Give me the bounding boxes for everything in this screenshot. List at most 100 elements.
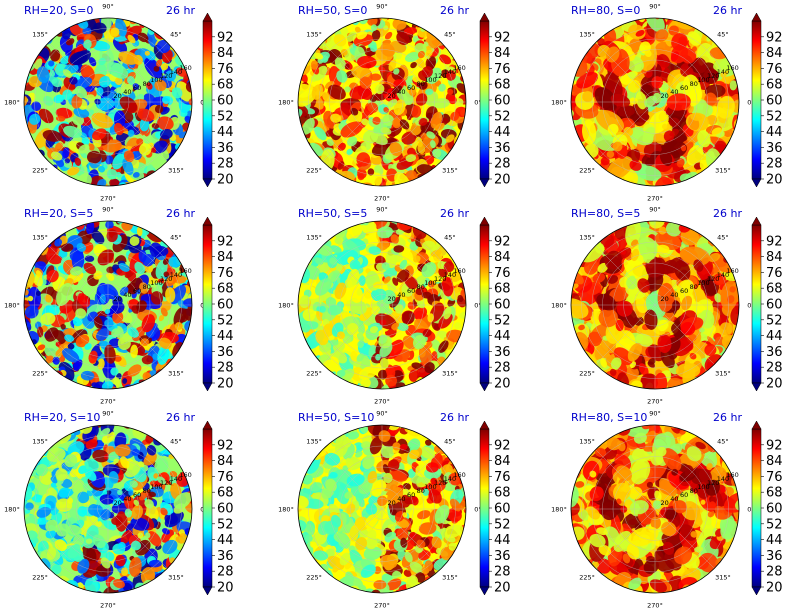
angle-tick-label: 180° xyxy=(551,506,567,514)
radius-tick-label: 80 xyxy=(417,283,425,291)
colorbar-tick-label: 76 xyxy=(494,470,511,485)
angle-tick-label: 135° xyxy=(579,438,595,446)
colorbar-tick-label: 76 xyxy=(217,266,234,281)
angle-tick-label: 135° xyxy=(32,438,48,446)
radius-tick-label: 80 xyxy=(143,487,151,495)
radius-tick-label: 60 xyxy=(680,287,688,295)
grid-spoke xyxy=(381,245,442,306)
angle-tick-label: 180° xyxy=(551,302,567,310)
grid-spoke xyxy=(381,508,442,569)
radius-tick-label: 100 xyxy=(697,76,709,84)
colorbar-tick-label: 44 xyxy=(217,533,234,548)
radius-tick-label: 120 xyxy=(434,72,446,80)
colorbar-tick-label: 36 xyxy=(217,141,234,156)
plot-boundary xyxy=(23,220,193,390)
angle-tick-label: 315° xyxy=(168,573,184,581)
radius-tick-label: 20 xyxy=(114,295,122,303)
angle-tick-label: 0° xyxy=(747,302,754,310)
grid-spoke xyxy=(322,449,383,510)
colorbar-tick-label: 36 xyxy=(766,141,783,156)
angle-tick-label: 90° xyxy=(376,3,388,11)
grid-spoke xyxy=(48,449,109,510)
colorbar-tick-label: 68 xyxy=(766,486,783,501)
angle-tick-label: 90° xyxy=(102,410,114,418)
colorbar-tick-label: 28 xyxy=(766,565,783,580)
colorbar-tick-label: 92 xyxy=(217,234,234,249)
radius-tick-label: 160 xyxy=(726,471,738,479)
angle-tick-label: 270° xyxy=(374,195,390,203)
colorbar-tick-label: 60 xyxy=(766,298,783,313)
radius-tick-label: 100 xyxy=(424,483,436,491)
angle-tick-label: 0° xyxy=(474,506,481,514)
angle-tick-label: 225° xyxy=(306,166,322,174)
grid-spoke xyxy=(595,245,656,306)
colorbar-tick-label: 92 xyxy=(766,30,783,45)
angle-tick-label: 45° xyxy=(717,234,729,242)
radius-tick-label: 140 xyxy=(170,271,182,279)
grid-spoke xyxy=(48,508,109,569)
colorbar-tick-label: 36 xyxy=(494,345,511,360)
radius-tick-label: 100 xyxy=(424,76,436,84)
radius-tick-label: 120 xyxy=(160,479,172,487)
colorbar-tick-label: 44 xyxy=(766,533,783,548)
colorbar-extend-bottom xyxy=(479,178,490,188)
colorbar-tick-label: 84 xyxy=(217,454,234,469)
colorbar-tick-label: 76 xyxy=(766,266,783,281)
colorbar-tick-label: 92 xyxy=(494,30,511,45)
angle-tick-label: 45° xyxy=(444,234,456,242)
colorbar-tick-label: 68 xyxy=(217,486,234,501)
radius-tick-label: 40 xyxy=(397,291,405,299)
radius-tick-label: 60 xyxy=(407,491,415,499)
colorbar-tick-label: 76 xyxy=(766,470,783,485)
radius-tick-label: 20 xyxy=(114,92,122,100)
angle-tick-label: 225° xyxy=(32,573,48,581)
radius-tick-label: 160 xyxy=(453,471,465,479)
angle-tick-label: 180° xyxy=(4,506,20,514)
panel-title: RH=50, S=10 xyxy=(298,411,374,424)
radius-tick-label: 20 xyxy=(114,499,122,507)
colorbar-tick-label: 20 xyxy=(766,173,783,188)
radius-tick-label: 140 xyxy=(717,68,729,76)
panel-title: RH=50, S=5 xyxy=(298,207,367,220)
colorbar-extend-bottom xyxy=(479,586,490,596)
colorbar-tick-label: 76 xyxy=(217,470,234,485)
grid-spoke xyxy=(654,101,715,162)
colorbar-tick-label: 44 xyxy=(494,125,511,140)
colorbar-tick-label: 68 xyxy=(494,78,511,93)
colorbar-tick-label: 84 xyxy=(217,46,234,61)
radius-tick-label: 60 xyxy=(407,287,415,295)
plot-boundary xyxy=(23,424,193,594)
colorbar-extend-bottom xyxy=(751,382,762,392)
grid-spoke xyxy=(654,508,715,569)
colorbar-tick-label: 52 xyxy=(217,109,234,124)
colorbar-tick-label: 36 xyxy=(494,141,511,156)
colorbar-extend-bottom xyxy=(202,178,213,188)
colorbar-tick-label: 52 xyxy=(494,109,511,124)
colorbar-tick-label: 36 xyxy=(217,345,234,360)
colorbar-tick-label: 84 xyxy=(766,454,783,469)
grid-spoke xyxy=(107,245,168,306)
panel-time-label: 26 hr xyxy=(166,4,195,17)
radius-tick-label: 100 xyxy=(150,76,162,84)
radius-tick-label: 140 xyxy=(170,68,182,76)
colorbar-tick-label: 68 xyxy=(217,282,234,297)
grid-spoke xyxy=(595,449,656,510)
radius-tick-label: 160 xyxy=(453,267,465,275)
colorbar-tick-label: 68 xyxy=(766,282,783,297)
radius-tick-label: 140 xyxy=(717,475,729,483)
colorbar-extend-bottom xyxy=(202,382,213,392)
angle-tick-label: 135° xyxy=(32,31,48,39)
angle-tick-label: 90° xyxy=(376,206,388,214)
grid-spoke xyxy=(107,304,168,365)
colorbar-tick-label: 28 xyxy=(494,565,511,580)
grid-spoke xyxy=(107,449,168,510)
angle-tick-label: 270° xyxy=(100,602,116,610)
radius-tick-label: 80 xyxy=(417,487,425,495)
radius-tick-label: 40 xyxy=(123,495,131,503)
angle-tick-label: 225° xyxy=(32,166,48,174)
colorbar-tick-label: 20 xyxy=(766,377,783,392)
